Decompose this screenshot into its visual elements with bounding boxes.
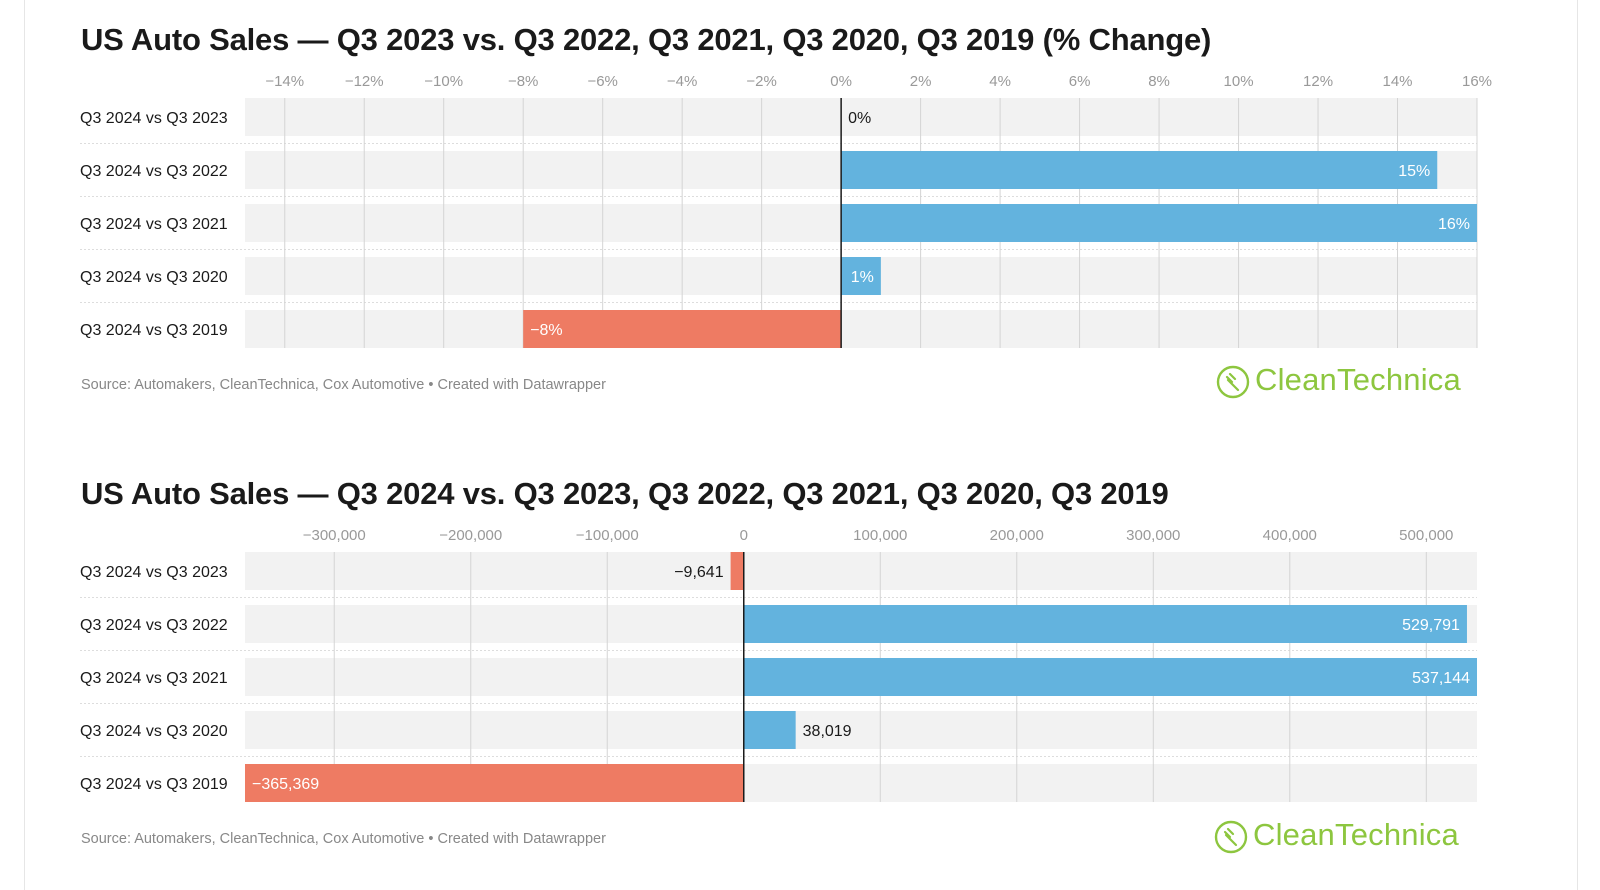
chart-2-title: US Auto Sales — Q3 2024 vs. Q3 2023, Q3 …	[81, 476, 1169, 511]
x-tick-label: 0	[740, 527, 748, 544]
category-label: Q3 2024 vs Q3 2020	[80, 723, 228, 740]
bar[interactable]	[743, 658, 1477, 696]
data-label: 1%	[851, 269, 874, 286]
x-tick-label: 2%	[910, 73, 932, 90]
x-tick-label: −10%	[424, 73, 463, 90]
x-tick-label: 200,000	[990, 527, 1044, 544]
category-label: Q3 2024 vs Q3 2023	[80, 110, 228, 127]
data-label: 0%	[848, 110, 871, 127]
bar[interactable]	[743, 711, 796, 749]
cleantechnica-plug-icon	[1214, 820, 1248, 854]
category-label: Q3 2024 vs Q3 2019	[80, 322, 228, 339]
bar[interactable]	[245, 764, 744, 802]
x-tick-label: 8%	[1148, 73, 1170, 90]
x-tick-label: 10%	[1224, 73, 1254, 90]
chart-2-source: Source: Automakers, CleanTechnica, Cox A…	[81, 831, 606, 847]
bar[interactable]	[841, 204, 1477, 242]
bar[interactable]	[523, 310, 842, 348]
chart-2-unit-change: −300,000 −200,000 −100,000 0 100,000 200,000 3…	[80, 527, 1477, 802]
x-tick-label: −8%	[508, 73, 538, 90]
x-tick-label: −300,000	[303, 527, 366, 544]
chart-1-title: US Auto Sales — Q3 2023 vs. Q3 2022, Q3 …	[81, 22, 1212, 57]
x-tick-label: 6%	[1069, 73, 1091, 90]
row-background	[245, 552, 1477, 590]
data-label: 537,144	[1412, 670, 1470, 687]
chart-1-source: Source: Automakers, CleanTechnica, Cox A…	[81, 377, 606, 393]
bar[interactable]	[743, 605, 1467, 643]
row-background	[245, 98, 1477, 136]
category-label: Q3 2024 vs Q3 2020	[80, 269, 228, 286]
x-tick-label: −14%	[265, 73, 304, 90]
x-tick-label: 12%	[1303, 73, 1333, 90]
x-tick-label: 100,000	[853, 527, 907, 544]
category-label: Q3 2024 vs Q3 2023	[80, 564, 228, 581]
cleantechnica-logo[interactable]: CleanTechnica	[1215, 362, 1475, 402]
x-tick-label: −2%	[746, 73, 776, 90]
category-label: Q3 2024 vs Q3 2022	[80, 617, 228, 634]
x-tick-label: −6%	[587, 73, 617, 90]
row-background	[245, 310, 1477, 348]
category-label: Q3 2024 vs Q3 2022	[80, 163, 228, 180]
x-tick-label: −12%	[345, 73, 384, 90]
cleantechnica-plug-icon	[1216, 365, 1250, 399]
x-tick-label: 500,000	[1399, 527, 1453, 544]
x-tick-label: 16%	[1462, 73, 1492, 90]
chart-card: US Auto Sales — Q3 2023 vs. Q3 2022, Q3 …	[24, 0, 1578, 890]
data-label: 16%	[1438, 216, 1470, 233]
x-tick-label: −100,000	[576, 527, 639, 544]
x-tick-label: 4%	[989, 73, 1011, 90]
cleantechnica-logo-text: CleanTechnica	[1253, 817, 1459, 852]
data-label: −8%	[530, 322, 562, 339]
category-label: Q3 2024 vs Q3 2021	[80, 216, 228, 233]
bar[interactable]	[841, 151, 1438, 189]
x-tick-label: −200,000	[439, 527, 502, 544]
data-label: −365,369	[252, 776, 319, 793]
data-label: 529,791	[1402, 617, 1460, 634]
x-tick-label: 300,000	[1126, 527, 1180, 544]
data-label: 15%	[1398, 163, 1430, 180]
data-label: −9,641	[674, 564, 723, 581]
x-tick-label: 400,000	[1263, 527, 1317, 544]
category-label: Q3 2024 vs Q3 2019	[80, 776, 228, 793]
chart-1-percent-change: −14% −12% −10% −8% −6% −4% −2% 0% 2% 4% 6% 8% 10% 12%…	[80, 73, 1492, 348]
cleantechnica-logo-text: CleanTechnica	[1255, 362, 1461, 397]
bar[interactable]	[730, 552, 744, 590]
cleantechnica-logo[interactable]: CleanTechnica	[1213, 817, 1473, 857]
x-tick-label: 0%	[830, 73, 852, 90]
data-label: 38,019	[803, 723, 852, 740]
x-tick-label: 14%	[1383, 73, 1413, 90]
category-label: Q3 2024 vs Q3 2021	[80, 670, 228, 687]
bar[interactable]	[841, 257, 881, 295]
x-tick-label: −4%	[667, 73, 697, 90]
row-background	[245, 711, 1477, 749]
